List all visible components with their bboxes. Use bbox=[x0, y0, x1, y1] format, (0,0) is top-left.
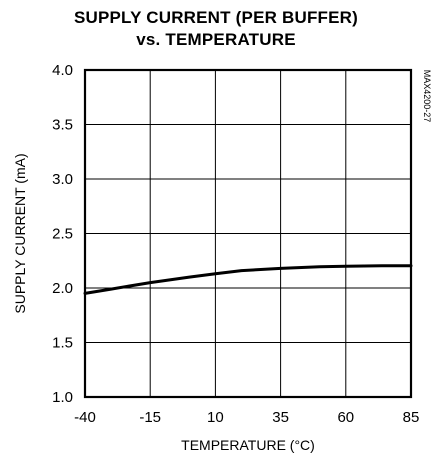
x-tick-label: 60 bbox=[337, 409, 354, 426]
x-axis-label: TEMPERATURE (°C) bbox=[181, 437, 315, 453]
y-tick-labels: 1.0 1.5 2.0 2.5 3.0 3.5 4.0 bbox=[52, 62, 73, 406]
y-tick-label: 1.5 bbox=[52, 335, 73, 352]
y-tick-label: 3.5 bbox=[52, 117, 73, 134]
chart-title-line-2: vs. TEMPERATURE bbox=[136, 30, 296, 49]
series-line bbox=[83, 264, 413, 295]
grid bbox=[85, 70, 411, 397]
x-tick-label: 85 bbox=[403, 409, 420, 426]
x-tick-label: -15 bbox=[139, 409, 161, 426]
x-tick-label: -40 bbox=[74, 409, 96, 426]
y-tick-label: 4.0 bbox=[52, 62, 73, 79]
y-tick-label: 2.5 bbox=[52, 226, 73, 243]
x-tick-labels: -40 -15 10 35 60 85 bbox=[74, 409, 419, 426]
y-tick-label: 1.0 bbox=[52, 389, 73, 406]
series-layer bbox=[83, 264, 413, 295]
y-axis-label: SUPPLY CURRENT (mA) bbox=[12, 153, 28, 313]
y-tick-label: 2.0 bbox=[52, 280, 73, 297]
x-tick-label: 35 bbox=[272, 409, 289, 426]
chart-title-line-1: SUPPLY CURRENT (PER BUFFER) bbox=[73, 8, 359, 27]
y-tick-label: 3.0 bbox=[52, 171, 73, 188]
figure-id-label: MAX4200-27 bbox=[422, 70, 432, 123]
x-tick-label: 10 bbox=[207, 409, 224, 426]
plot-frame bbox=[83, 68, 413, 399]
